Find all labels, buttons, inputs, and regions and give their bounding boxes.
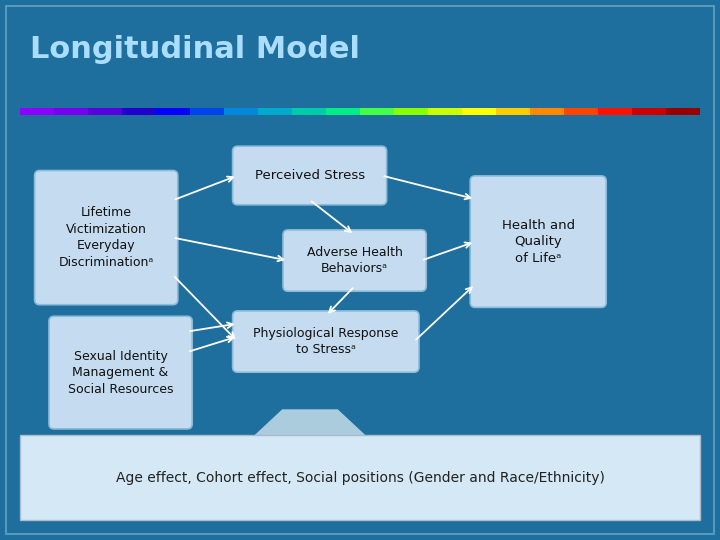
Polygon shape [394, 108, 428, 115]
Polygon shape [462, 108, 496, 115]
Polygon shape [632, 108, 666, 115]
Polygon shape [292, 108, 326, 115]
Polygon shape [54, 108, 88, 115]
Text: Perceived Stress: Perceived Stress [255, 169, 364, 182]
FancyBboxPatch shape [49, 316, 192, 429]
Text: Longitudinal Model: Longitudinal Model [30, 35, 360, 64]
FancyBboxPatch shape [283, 230, 426, 291]
Text: Lifetime
Victimization
Everyday
Discriminationᵃ: Lifetime Victimization Everyday Discrimi… [58, 206, 154, 269]
Text: Physiological Response
to Stressᵃ: Physiological Response to Stressᵃ [253, 327, 398, 356]
Text: Adverse Health
Behaviorsᵃ: Adverse Health Behaviorsᵃ [307, 246, 402, 275]
FancyBboxPatch shape [35, 171, 178, 305]
Polygon shape [20, 108, 54, 115]
Polygon shape [360, 108, 394, 115]
Polygon shape [122, 108, 156, 115]
Polygon shape [190, 108, 224, 115]
Polygon shape [598, 108, 632, 115]
Polygon shape [530, 108, 564, 115]
Polygon shape [564, 108, 598, 115]
FancyBboxPatch shape [6, 6, 714, 534]
FancyBboxPatch shape [233, 311, 419, 372]
FancyBboxPatch shape [233, 146, 387, 205]
Text: Health and
Quality
of Lifeᵃ: Health and Quality of Lifeᵃ [502, 219, 575, 265]
Polygon shape [326, 108, 360, 115]
Polygon shape [428, 108, 462, 115]
Polygon shape [666, 108, 700, 115]
Polygon shape [224, 108, 258, 115]
Polygon shape [245, 410, 375, 445]
Polygon shape [88, 108, 122, 115]
Text: Sexual Identity
Management &
Social Resources: Sexual Identity Management & Social Reso… [68, 349, 174, 396]
Polygon shape [156, 108, 190, 115]
Polygon shape [258, 108, 292, 115]
FancyBboxPatch shape [20, 435, 700, 520]
Text: Age effect, Cohort effect, Social positions (Gender and Race/Ethnicity): Age effect, Cohort effect, Social positi… [116, 471, 604, 485]
FancyBboxPatch shape [470, 176, 606, 307]
Polygon shape [496, 108, 530, 115]
